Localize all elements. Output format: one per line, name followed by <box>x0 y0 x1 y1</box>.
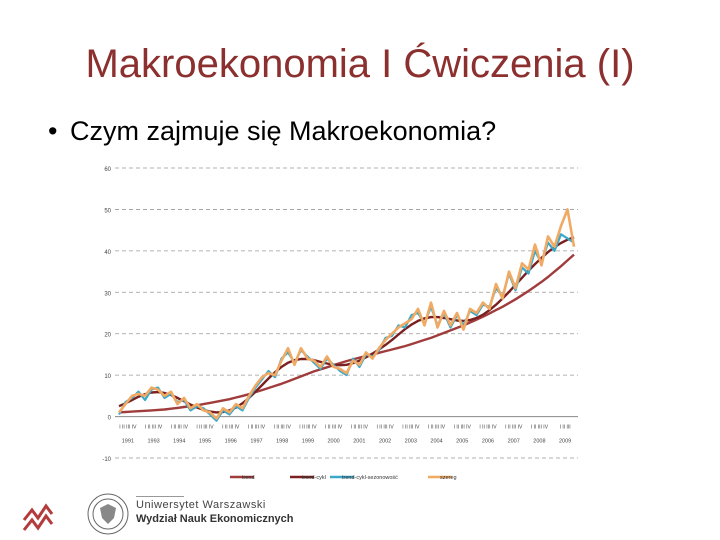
year-label: 1995 <box>199 439 211 445</box>
y-tick-label: 0 <box>108 416 112 422</box>
eagle-seal-icon <box>87 493 129 535</box>
year-label: 2008 <box>533 439 545 445</box>
year-label: 2002 <box>379 439 391 445</box>
quarter-label: I II III IV <box>299 425 317 431</box>
year-label: 1999 <box>302 439 314 445</box>
quarter-label: I II III IV <box>351 425 369 431</box>
quarter-label: I II III IV <box>274 425 292 431</box>
quarter-label: I II III IV <box>454 425 472 431</box>
series-line-trend-cykl <box>118 236 575 414</box>
y-tick-label: 40 <box>104 250 111 256</box>
bullet-point: • Czym zajmuje się Makroekonomia? <box>48 116 496 147</box>
quarter-label: I II III IV <box>325 425 343 431</box>
quarter-label: I II III IV <box>119 425 137 431</box>
quarter-label: I II III IV <box>171 425 189 431</box>
quarter-label: I II III IV <box>505 425 523 431</box>
quarter-label: I II III IV <box>531 425 549 431</box>
year-label: 2009 <box>559 439 571 445</box>
quarter-label: I II III IV <box>479 425 497 431</box>
y-tick-label: 50 <box>104 208 111 214</box>
quarter-label: I II III IV <box>248 425 266 431</box>
quarter-label: I II III IV <box>222 425 240 431</box>
university-logo <box>22 493 129 535</box>
legend-label: trend-cykl <box>302 475 326 481</box>
bullet-text: Czym zajmuje się Makroekonomia? <box>70 116 497 146</box>
footer-divider <box>136 496 184 497</box>
y-tick-label: 30 <box>104 291 111 297</box>
quarter-label: I II III IV <box>376 425 394 431</box>
year-label: 1997 <box>250 439 262 445</box>
year-label: 1998 <box>276 439 288 445</box>
quarter-label: I II III IV <box>145 425 163 431</box>
quarter-label: I II III IV <box>428 425 446 431</box>
year-label: 2001 <box>353 439 365 445</box>
quarter-label: I II III IV <box>196 425 214 431</box>
legend-label: trend-cykl-sezonowość <box>342 475 398 481</box>
year-label: 2006 <box>482 439 494 445</box>
y-tick-label: 20 <box>104 333 111 339</box>
year-label: 1993 <box>147 439 159 445</box>
university-name: Uniwersytet Warszawski <box>136 499 266 511</box>
year-label: 2000 <box>328 439 340 445</box>
year-label: 2007 <box>508 439 520 445</box>
y-tick-label: -10 <box>102 457 111 463</box>
legend-label: trend <box>242 475 255 481</box>
year-label: 1991 <box>122 439 134 445</box>
year-label: 2003 <box>405 439 417 445</box>
quarter-label: I II III IV <box>402 425 420 431</box>
y-tick-label: 10 <box>104 374 111 380</box>
year-label: 1996 <box>225 439 237 445</box>
series-line-trend-cykl-sezonowość <box>118 233 575 422</box>
quarter-label: I II III <box>560 425 571 431</box>
series-line-szereg <box>117 208 576 420</box>
legend-label: szereg <box>440 475 457 481</box>
year-label: 2004 <box>430 439 442 445</box>
wne-logo-icon <box>22 503 54 531</box>
year-label: 1994 <box>173 439 185 445</box>
year-label: 2005 <box>456 439 468 445</box>
slide-title: Makroekonomia I Ćwiczenia (I) <box>85 42 635 86</box>
faculty-name: Wydział Nauk Ekonomicznych <box>136 513 294 525</box>
y-tick-label: 60 <box>104 167 111 173</box>
bullet-icon: • <box>48 116 58 146</box>
